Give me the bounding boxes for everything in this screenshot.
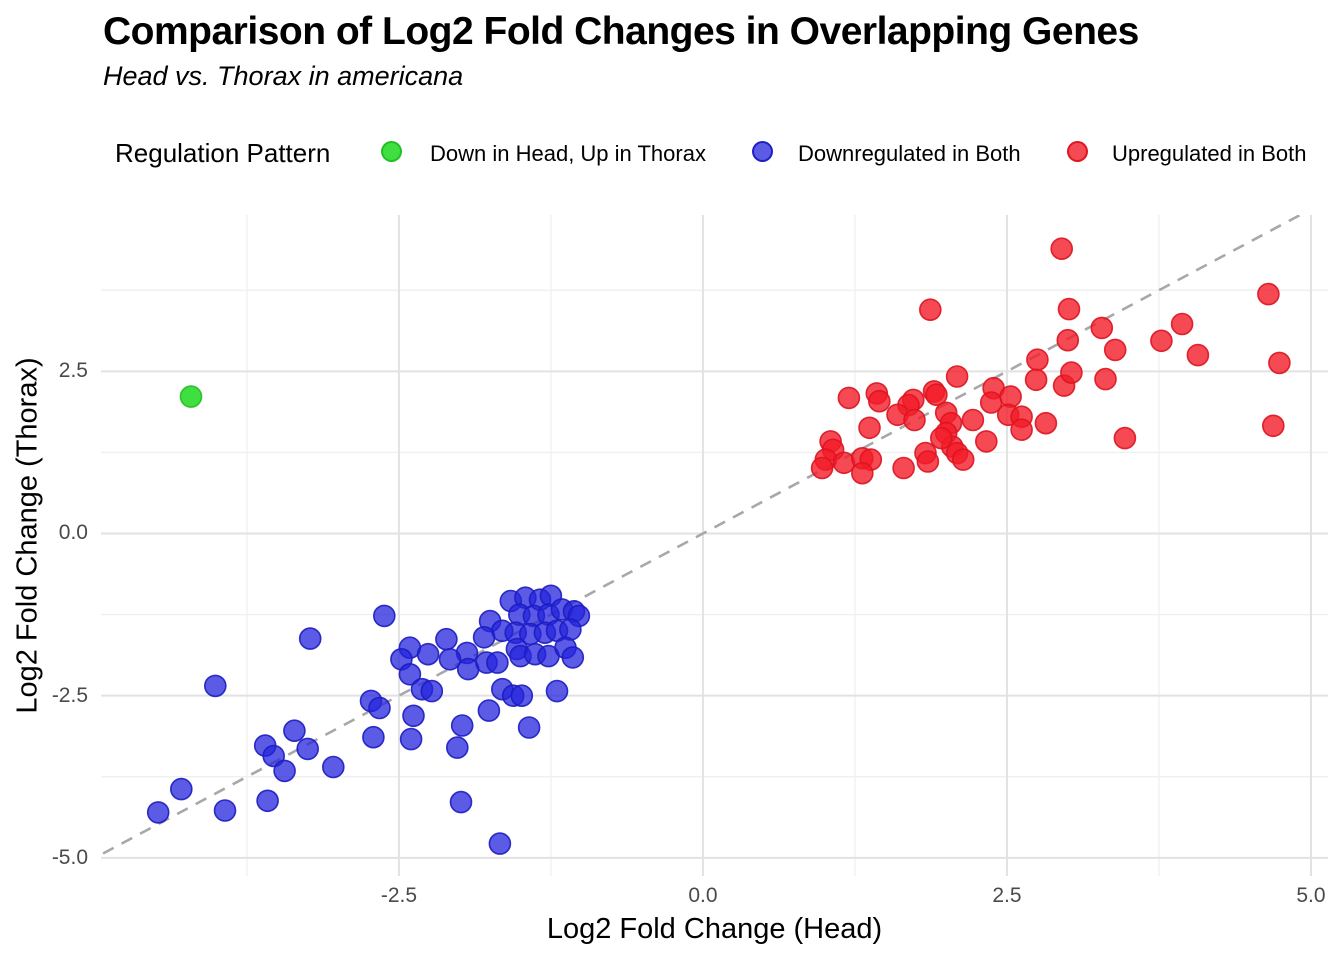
data-point-1	[322, 755, 345, 779]
data-point-2	[850, 461, 874, 485]
data-point-1	[170, 777, 193, 801]
data-point-2	[951, 448, 975, 471]
data-point-2	[1170, 312, 1194, 336]
chart-title: Comparison of Log2 Fold Changes in Overl…	[103, 10, 1139, 53]
data-point-1	[256, 789, 279, 813]
data-point-1	[298, 627, 322, 650]
data-point-2	[918, 298, 942, 321]
data-point-1	[283, 719, 306, 743]
data-point-2	[837, 386, 861, 410]
data-point-1	[398, 662, 422, 686]
y-tick-label: -2.5	[51, 683, 88, 707]
data-point-2	[903, 408, 926, 432]
x-tick-label: 2.5	[992, 884, 1022, 907]
data-point-2	[1090, 316, 1114, 340]
data-point-2	[1150, 329, 1173, 353]
y-tick-label: -5.0	[51, 845, 88, 869]
data-point-1	[213, 799, 237, 822]
data-point-1	[146, 801, 170, 824]
data-point-1	[561, 646, 585, 669]
data-point-2	[1186, 343, 1210, 367]
data-point-2	[1050, 237, 1074, 261]
data-point-2	[1060, 361, 1083, 384]
data-point-1	[362, 725, 385, 749]
x-tick-label: 5.0	[1296, 884, 1326, 907]
data-point-1	[545, 679, 569, 703]
x-axis-title: Log2 Fold Change (Head)	[546, 913, 883, 945]
data-point-2	[867, 389, 891, 413]
plot-panel	[101, 215, 1328, 876]
legend-dot-blue	[752, 141, 773, 162]
data-point-1	[445, 736, 469, 759]
x-tick-label: -2.5	[380, 884, 418, 907]
legend-label-downregulated-both: Downregulated in Both	[798, 141, 1021, 166]
data-point-2	[1262, 414, 1285, 438]
data-point-2	[1268, 351, 1291, 375]
data-point-1	[296, 737, 319, 761]
legend-dot-green	[381, 141, 402, 162]
data-point-1	[273, 759, 296, 783]
legend-title: Regulation Pattern	[115, 138, 331, 168]
legend-label-upregulated-both: Upregulated in Both	[1112, 141, 1307, 166]
data-point-2	[925, 383, 948, 406]
data-point-1	[204, 674, 227, 698]
data-point-1	[488, 832, 512, 855]
data-point-1	[368, 696, 391, 720]
data-point-2	[945, 365, 969, 388]
data-point-1	[517, 716, 541, 739]
data-point-2	[1026, 348, 1049, 371]
data-point-2	[1010, 418, 1033, 441]
data-point-2	[810, 456, 834, 480]
data-point-1	[416, 642, 440, 666]
y-tick-label: 0.0	[58, 521, 88, 545]
data-point-2	[1103, 338, 1127, 362]
data-point-1	[510, 684, 534, 708]
identity-line	[101, 215, 1303, 857]
data-point-2	[1056, 328, 1080, 352]
plot-canvas	[101, 215, 1328, 876]
data-point-2	[1034, 411, 1058, 435]
data-point-1	[486, 651, 509, 674]
data-point-2	[1024, 368, 1048, 392]
x-tick-label: 0.0	[688, 884, 718, 907]
legend-dot-red	[1067, 141, 1088, 162]
data-point-1	[399, 727, 423, 751]
y-tick-label: 2.5	[58, 359, 88, 383]
data-point-1	[449, 790, 473, 814]
data-point-2	[961, 408, 985, 432]
data-point-2	[1113, 426, 1137, 450]
data-point-2	[858, 416, 881, 440]
legend-label-down-head-up-thorax: Down in Head, Up in Thorax	[430, 141, 706, 166]
data-point-2	[1057, 297, 1081, 321]
chart-subtitle: Head vs. Thorax in americana	[103, 61, 464, 91]
data-point-2	[916, 450, 940, 473]
data-point-2	[974, 430, 998, 453]
data-point-2	[832, 451, 856, 475]
data-point-1	[472, 625, 496, 649]
data-point-0	[179, 385, 203, 408]
data-point-2	[1094, 367, 1117, 391]
data-point-1	[438, 647, 462, 671]
data-point-1	[402, 704, 425, 728]
data-point-1	[477, 699, 501, 722]
data-point-1	[372, 604, 396, 628]
data-point-1	[435, 627, 458, 651]
y-axis-title: Log2 Fold Change (Thorax)	[11, 357, 44, 714]
data-point-2	[892, 456, 915, 480]
data-point-2	[1257, 282, 1280, 306]
data-point-2	[929, 426, 953, 450]
data-point-1	[450, 714, 474, 737]
data-point-1	[420, 679, 444, 703]
